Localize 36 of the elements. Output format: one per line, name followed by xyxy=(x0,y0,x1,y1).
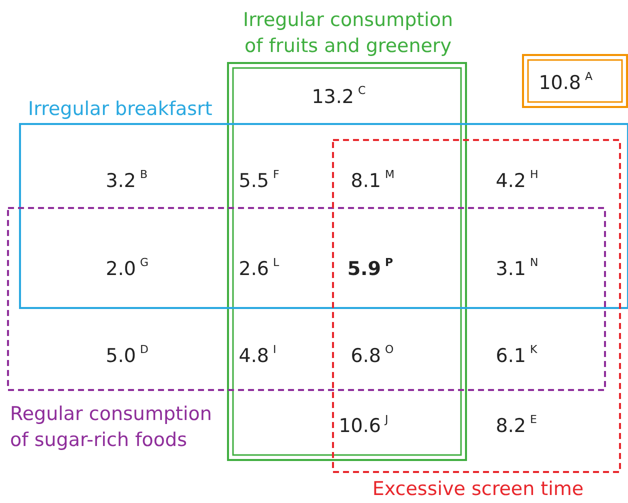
data-label: 8.1 xyxy=(350,170,381,192)
category-label: I xyxy=(273,343,276,356)
category-label: A xyxy=(585,70,593,83)
data-label: 4.2 xyxy=(496,170,526,192)
category-label: H xyxy=(530,168,538,181)
data-label: 13.2 xyxy=(312,86,354,108)
text: Irregular breakfasrt xyxy=(28,98,212,120)
category-label: F xyxy=(273,168,280,181)
data-label: 8.2 xyxy=(496,415,526,437)
category-label: P xyxy=(385,256,394,269)
data-label: 10.6 xyxy=(338,415,381,437)
category-label: C xyxy=(358,84,366,97)
category-label: L xyxy=(273,256,280,269)
data-label: 3.2 xyxy=(106,170,136,192)
data-label: 2.0 xyxy=(106,258,136,280)
data-label: 5.0 xyxy=(106,345,136,367)
data-label: 6.1 xyxy=(496,345,526,367)
category-label: K xyxy=(530,343,538,356)
category-label: G xyxy=(140,256,149,269)
data-label: 4.8 xyxy=(238,345,269,367)
category-label: E xyxy=(530,413,537,426)
text: Regular consumption of sugar-rich foods xyxy=(10,403,212,451)
text: Excessive screen time xyxy=(372,478,584,500)
data-label: 5.9 xyxy=(347,258,381,280)
data-label: 5.5 xyxy=(238,170,269,192)
data-label: 3.1 xyxy=(496,258,526,280)
data-label: 2.6 xyxy=(238,258,269,280)
category-label: J xyxy=(384,413,388,426)
category-label: M xyxy=(385,168,394,181)
data-label: 10.8 xyxy=(538,72,581,94)
data-label: 6.8 xyxy=(350,345,381,367)
category-label: O xyxy=(385,343,394,356)
category-label: B xyxy=(140,168,148,181)
category-label: D xyxy=(140,343,148,356)
text: Irregular consumption of fruits and greenery xyxy=(242,9,454,57)
category-label: N xyxy=(530,256,538,269)
